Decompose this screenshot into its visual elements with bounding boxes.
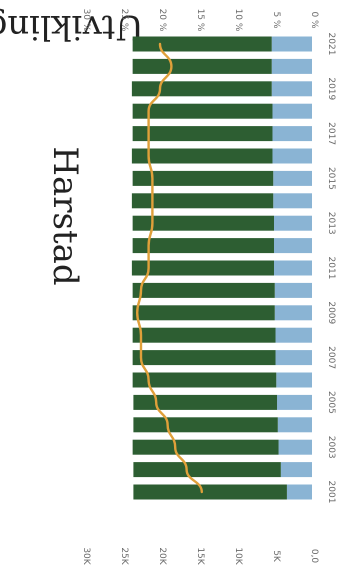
line-series-group bbox=[135, 42, 203, 494]
category-tick-2007: 2007 bbox=[326, 346, 336, 369]
category-tick-2001: 2001 bbox=[326, 481, 336, 504]
bar-light-2013 bbox=[274, 215, 312, 231]
bar-dark-2004 bbox=[133, 417, 278, 433]
bar-dark-2013 bbox=[132, 215, 274, 231]
bar-light-2001 bbox=[286, 484, 312, 500]
chart-title-line-2: Harstad bbox=[45, 146, 85, 285]
left-axis-tick: 25K bbox=[119, 547, 129, 565]
bar-light-2018 bbox=[272, 103, 312, 119]
bar-light-2017 bbox=[272, 126, 312, 142]
bar-light-2021 bbox=[271, 36, 312, 52]
bar-dark-2018 bbox=[132, 103, 273, 119]
category-tick-2005: 2005 bbox=[326, 391, 336, 414]
bar-dark-2012 bbox=[132, 238, 274, 254]
right-axis-tick: 25 % bbox=[119, 9, 129, 32]
bar-dark-2002 bbox=[133, 462, 281, 478]
bar-dark-2011 bbox=[131, 260, 274, 276]
bar-dark-2009 bbox=[132, 305, 275, 321]
bar-dark-2008 bbox=[132, 327, 276, 343]
bar-dark-2020 bbox=[132, 58, 272, 74]
category-tick-2003: 2003 bbox=[326, 436, 336, 459]
bar-light-2020 bbox=[271, 58, 312, 74]
bar-light-2010 bbox=[274, 282, 312, 298]
bar-light-2016 bbox=[272, 148, 312, 164]
bar-dark-2001 bbox=[133, 484, 287, 500]
bar-light-2007 bbox=[275, 350, 312, 366]
category-tick-2021: 2021 bbox=[326, 33, 336, 56]
right-axis-tick: 0 % bbox=[309, 11, 319, 29]
bar-dark-2019 bbox=[131, 81, 272, 97]
right-axis-tick: 10 % bbox=[233, 9, 243, 32]
bar-dark-2016 bbox=[131, 148, 273, 164]
left-axis-tick: 30K bbox=[81, 547, 91, 565]
category-tick-2009: 2009 bbox=[326, 301, 336, 324]
bar-dark-2005 bbox=[133, 394, 278, 410]
bar-light-2015 bbox=[273, 170, 312, 186]
bar-dark-2021 bbox=[132, 36, 272, 52]
right-axis-tick: 5 % bbox=[271, 11, 281, 29]
bar-dark-2015 bbox=[132, 170, 274, 186]
chart-title-group: Utvikling i Harstad bbox=[0, 7, 144, 286]
category-tick-2011: 2011 bbox=[326, 257, 336, 280]
right-axis-tick: 15 % bbox=[195, 9, 205, 32]
bar-dark-2006 bbox=[132, 372, 277, 388]
line-series-path bbox=[135, 42, 203, 494]
bar-light-2006 bbox=[276, 372, 312, 388]
right-axis-tick: 20 % bbox=[157, 9, 167, 32]
chart-title-line-1: Utvikling i bbox=[0, 7, 144, 47]
bar-dark-2003 bbox=[132, 439, 279, 455]
left-axis-tick: 0,0 bbox=[309, 549, 319, 564]
category-tick-2013: 2013 bbox=[326, 212, 336, 235]
axis-ticks-group: 0,0 5K 10K 15K 20K 25K 30K 0 % 5 % 10 % 15 % 20 % 25… bbox=[81, 9, 336, 566]
bar-light-2009 bbox=[274, 305, 312, 321]
bar-light-2008 bbox=[275, 327, 312, 343]
bar-dark-2014 bbox=[131, 193, 274, 209]
bar-light-2014 bbox=[273, 193, 312, 209]
left-axis-tick: 15K bbox=[195, 547, 205, 565]
bar-light-2003 bbox=[278, 439, 312, 455]
left-axis-tick: 20K bbox=[157, 547, 167, 565]
left-axis-tick: 10K bbox=[233, 547, 243, 565]
bar-light-2004 bbox=[277, 417, 312, 433]
category-tick-2019: 2019 bbox=[326, 77, 336, 100]
category-tick-2015: 2015 bbox=[326, 167, 336, 190]
bars-group bbox=[131, 36, 312, 500]
bar-light-2002 bbox=[280, 462, 312, 478]
category-tick-2017: 2017 bbox=[326, 122, 336, 145]
bar-dark-2017 bbox=[132, 126, 273, 142]
right-axis-tick: 30 % bbox=[81, 9, 91, 32]
bar-dark-2007 bbox=[132, 350, 276, 366]
bar-light-2005 bbox=[277, 394, 312, 410]
bar-light-2012 bbox=[274, 238, 312, 254]
bar-dark-2010 bbox=[132, 282, 275, 298]
bar-light-2019 bbox=[271, 81, 312, 97]
bar-light-2011 bbox=[274, 260, 312, 276]
left-axis-tick: 5K bbox=[271, 550, 281, 563]
